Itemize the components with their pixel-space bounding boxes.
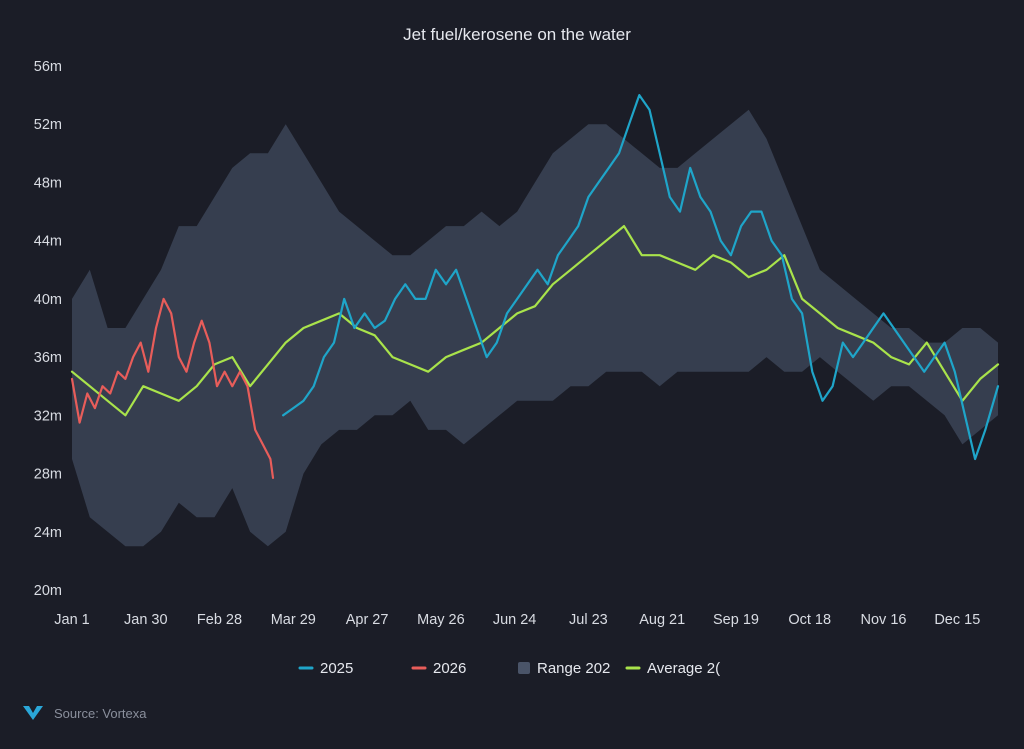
chart-title: Jet fuel/kerosene on the water	[403, 25, 631, 44]
y-tick-label: 32m	[34, 408, 62, 424]
x-tick-label: Nov 16	[861, 612, 907, 628]
x-tick-label: Apr 27	[346, 612, 389, 628]
y-tick-label: 44m	[34, 234, 62, 250]
legend-item[interactable]: Average 2(	[625, 660, 720, 677]
y-axis: 20m 24m 28m 32m 36m 40m 44m 48m 52m 56m	[34, 59, 62, 599]
x-tick-label: Jul 23	[569, 612, 608, 628]
range-band	[72, 109, 998, 547]
series-line-2026	[70, 297, 275, 479]
x-tick-label: Dec 15	[934, 612, 980, 628]
series-line-2025	[282, 93, 1000, 461]
x-tick-label: Aug 21	[639, 612, 685, 628]
y-tick-label: 36m	[34, 350, 62, 366]
x-tick-label: May 26	[417, 612, 465, 628]
legend-label: 2025	[320, 660, 353, 677]
x-tick-label: Oct 18	[788, 612, 831, 628]
y-tick-label: 20m	[34, 583, 62, 599]
legend-item[interactable]: Range 202	[518, 660, 610, 677]
y-tick-label: 28m	[34, 467, 62, 483]
y-tick-label: 56m	[34, 59, 62, 75]
y-tick-label: 40m	[34, 292, 62, 308]
legend: 2025 2026 Range 202 Average 2(	[298, 660, 720, 677]
legend-item[interactable]: 2025	[298, 660, 353, 677]
legend-item[interactable]: 2026	[411, 660, 466, 677]
x-tick-label: Jan 30	[124, 612, 168, 628]
x-tick-label: Jun 24	[493, 612, 537, 628]
legend-label: 2026	[433, 660, 466, 677]
series-lines-group	[70, 93, 1000, 479]
x-tick-label: Jan 1	[54, 612, 89, 628]
y-tick-label: 24m	[34, 525, 62, 541]
x-axis: Jan 1 Jan 30 Feb 28 Mar 29 Apr 27 May 26 Jun 2…	[54, 612, 980, 628]
x-tick-label: Mar 29	[271, 612, 316, 628]
vortexa-logo-icon	[23, 706, 43, 720]
x-tick-label: Feb 28	[197, 612, 242, 628]
legend-label: Average 2(	[647, 660, 720, 677]
range-band-group	[72, 109, 998, 547]
source-credit: Source: Vortexa	[22, 704, 147, 722]
y-tick-label: 48m	[34, 175, 62, 191]
source-label: Source: Vortexa	[54, 705, 147, 721]
x-tick-label: Sep 19	[713, 612, 759, 628]
legend-label: Range 202	[537, 660, 610, 677]
legend-marker	[518, 662, 530, 674]
series-line-average-2	[70, 225, 1000, 417]
y-tick-label: 52m	[34, 117, 62, 133]
